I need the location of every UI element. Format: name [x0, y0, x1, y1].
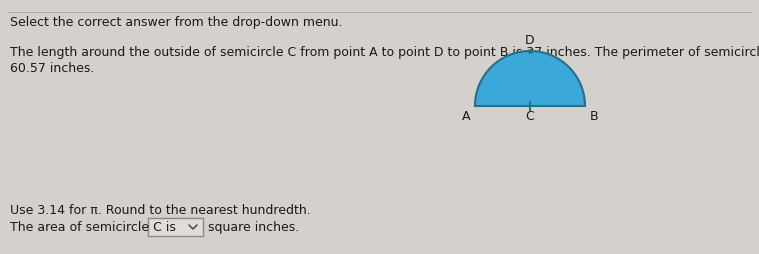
Text: B: B — [590, 110, 599, 123]
Text: A: A — [461, 110, 470, 123]
Text: 60.57 inches.: 60.57 inches. — [10, 62, 94, 75]
Text: C: C — [526, 110, 534, 123]
Polygon shape — [475, 51, 585, 106]
Bar — [148, 218, 203, 236]
Text: The area of semicircle C is: The area of semicircle C is — [10, 221, 176, 234]
Text: square inches.: square inches. — [208, 221, 299, 234]
Text: The length around the outside of semicircle C from point A to point D to point B: The length around the outside of semicir… — [10, 46, 759, 59]
Text: Use 3.14 for π. Round to the nearest hundredth.: Use 3.14 for π. Round to the nearest hun… — [10, 204, 310, 217]
Text: Select the correct answer from the drop-down menu.: Select the correct answer from the drop-… — [10, 16, 342, 29]
Text: D: D — [525, 34, 535, 47]
